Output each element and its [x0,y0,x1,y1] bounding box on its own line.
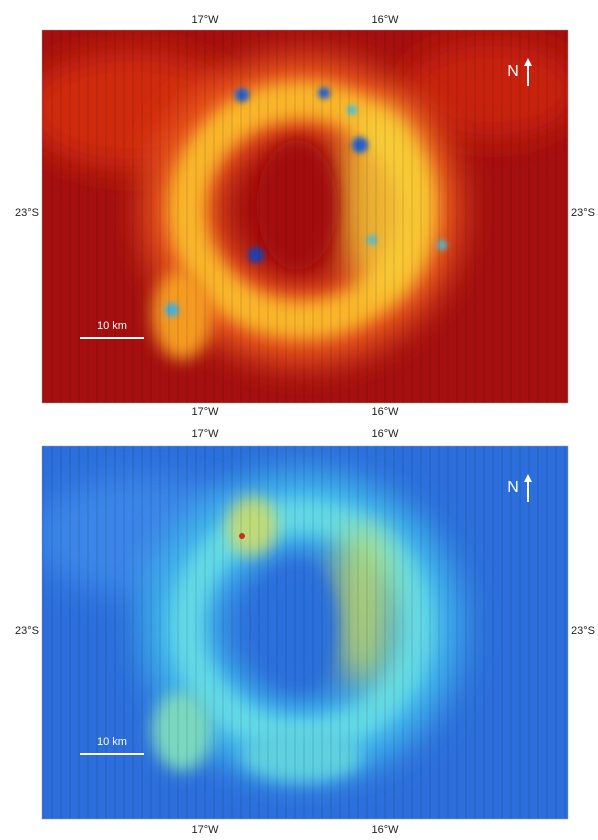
lat-label: 23°S [571,207,595,219]
page: 10 km N 17°W 16°W 17°W 16°W 23°S 23°S 10… [0,0,598,840]
north-label: N [507,63,519,80]
scale-bar-label: 10 km [97,736,127,748]
scale-bar-label: 10 km [97,320,127,332]
lon-label: 17°W [191,14,219,26]
lat-label: 23°S [15,625,39,637]
north-label: N [507,479,519,496]
lon-label: 16°W [371,824,399,836]
lat-label: 23°S [15,207,39,219]
lon-label: 16°W [371,14,399,26]
lon-label: 16°W [371,428,399,440]
lon-label: 16°W [371,406,399,418]
lat-label: 23°S [571,625,595,637]
lon-label: 17°W [191,406,219,418]
map-panel-blue: 10 km N [32,446,568,819]
map-panel-red: 10 km N [22,30,582,403]
lon-label: 17°W [191,824,219,836]
figure: 10 km N 17°W 16°W 17°W 16°W 23°S 23°S 10… [0,0,598,840]
lon-label: 17°W [191,428,219,440]
